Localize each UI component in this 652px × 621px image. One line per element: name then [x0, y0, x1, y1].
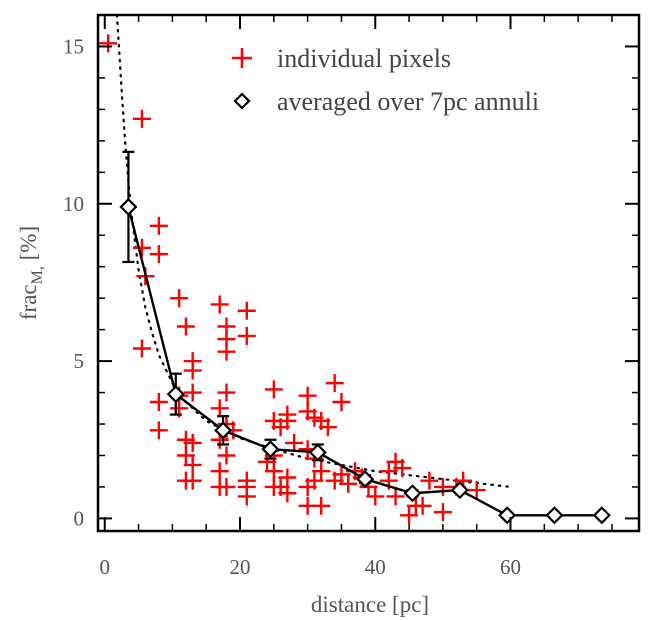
individual-pixel-point	[298, 477, 317, 496]
y-axis-label-subscript: M,	[29, 266, 46, 284]
individual-pixel-point	[132, 238, 151, 257]
x-tick-label: 20	[230, 555, 251, 579]
individual-pixel-point	[170, 289, 189, 308]
individual-pixel-point	[237, 487, 256, 506]
averaged-point	[592, 506, 611, 525]
individual-pixel-point	[183, 433, 202, 452]
averaged-point	[403, 484, 422, 503]
individual-pixel-point	[278, 411, 297, 430]
averaged-point	[356, 470, 375, 489]
individual-pixel-point	[183, 455, 202, 474]
averaged-point	[308, 443, 327, 462]
individual-pixel-point	[264, 477, 283, 496]
individual-pixel-point	[264, 462, 283, 481]
y-axis-label-unit: [%]	[16, 226, 41, 266]
individual-pixel-point	[467, 481, 486, 500]
individual-pixel-point	[132, 109, 151, 128]
y-tick-label: 15	[63, 34, 84, 58]
individual-pixel-point	[210, 399, 229, 418]
averaged-point	[119, 197, 138, 216]
individual-pixel-point	[149, 393, 168, 411]
x-tick-label: 60	[500, 555, 521, 579]
axis-ticks	[98, 14, 639, 531]
individual-pixel-point	[210, 462, 229, 481]
y-axis-label: fracM, [%]	[16, 226, 46, 320]
individual-pixel-point	[386, 487, 405, 506]
individual-pixel-point	[332, 465, 351, 484]
legend-marker-diamond	[233, 92, 251, 110]
legend-marker-plus	[232, 48, 252, 68]
individual-pixel-point	[183, 361, 202, 380]
tick-labels: 0 20 40 60 0 5 10 15	[63, 34, 521, 579]
individual-pixel-point	[400, 506, 419, 525]
averaged-point	[214, 421, 233, 440]
x-tick-label: 40	[365, 555, 386, 579]
individual-pixel-point	[149, 421, 168, 440]
individual-pixel-point	[99, 34, 118, 53]
averaged-point	[498, 506, 517, 525]
individual-pixel-point	[217, 446, 236, 465]
y-axis-label-main: frac	[16, 284, 41, 320]
individual-pixel-point	[176, 317, 195, 336]
plot-frame	[96, 13, 641, 533]
individual-pixel-point	[217, 383, 236, 402]
individual-pixel-point	[237, 326, 256, 345]
x-tick-label: 0	[100, 555, 111, 579]
individual-pixel-point	[264, 380, 283, 399]
individual-pixel-point	[278, 468, 297, 487]
legend: individual pixels averaged over 7pc annu…	[232, 44, 539, 116]
individual-pixel-point	[339, 474, 358, 493]
averaged-point	[545, 506, 564, 525]
y-tick-label: 10	[63, 192, 84, 216]
individual-pixel-point	[278, 484, 297, 503]
individual-pixel-point	[325, 374, 344, 393]
individual-pixel-point	[183, 471, 202, 490]
individual-pixel-point	[183, 383, 202, 402]
individual-pixel-point	[237, 471, 256, 490]
individual-pixel-point	[420, 471, 439, 490]
individual-pixel-point	[132, 339, 151, 358]
individual-pixel-point	[298, 386, 317, 405]
legend-label-averaged: averaged over 7pc annuli	[277, 87, 539, 116]
individual-pixel-point	[393, 459, 412, 478]
individual-pixel-point	[149, 216, 168, 235]
averaged-point	[166, 385, 185, 404]
individual-pixel-point	[258, 452, 277, 471]
y-tick-label: 0	[74, 506, 85, 530]
x-axis-label: distance [pc]	[311, 592, 429, 617]
legend-label-individual: individual pixels	[277, 44, 451, 73]
individual-pixel-point	[433, 503, 452, 522]
y-tick-label: 5	[74, 349, 85, 373]
individual-pixel-point	[149, 245, 168, 264]
averaged-point	[450, 481, 469, 500]
averaged-point	[261, 440, 280, 459]
individual-pixel-point	[217, 342, 236, 361]
data-layer	[99, 15, 611, 525]
individual-pixel-point	[312, 496, 331, 515]
individual-pixel-point	[366, 487, 385, 506]
individual-pixel-point	[318, 418, 337, 437]
individual-pixel-point	[176, 446, 195, 465]
individual-pixel-point	[217, 477, 236, 496]
individual-pixel-point	[413, 496, 432, 515]
individual-pixel-point	[285, 433, 304, 452]
individual-pixel-point	[237, 301, 256, 320]
individual-pixel-point	[332, 393, 351, 411]
individual-pixel-point	[210, 295, 229, 314]
individual-pixel-point	[312, 462, 331, 481]
